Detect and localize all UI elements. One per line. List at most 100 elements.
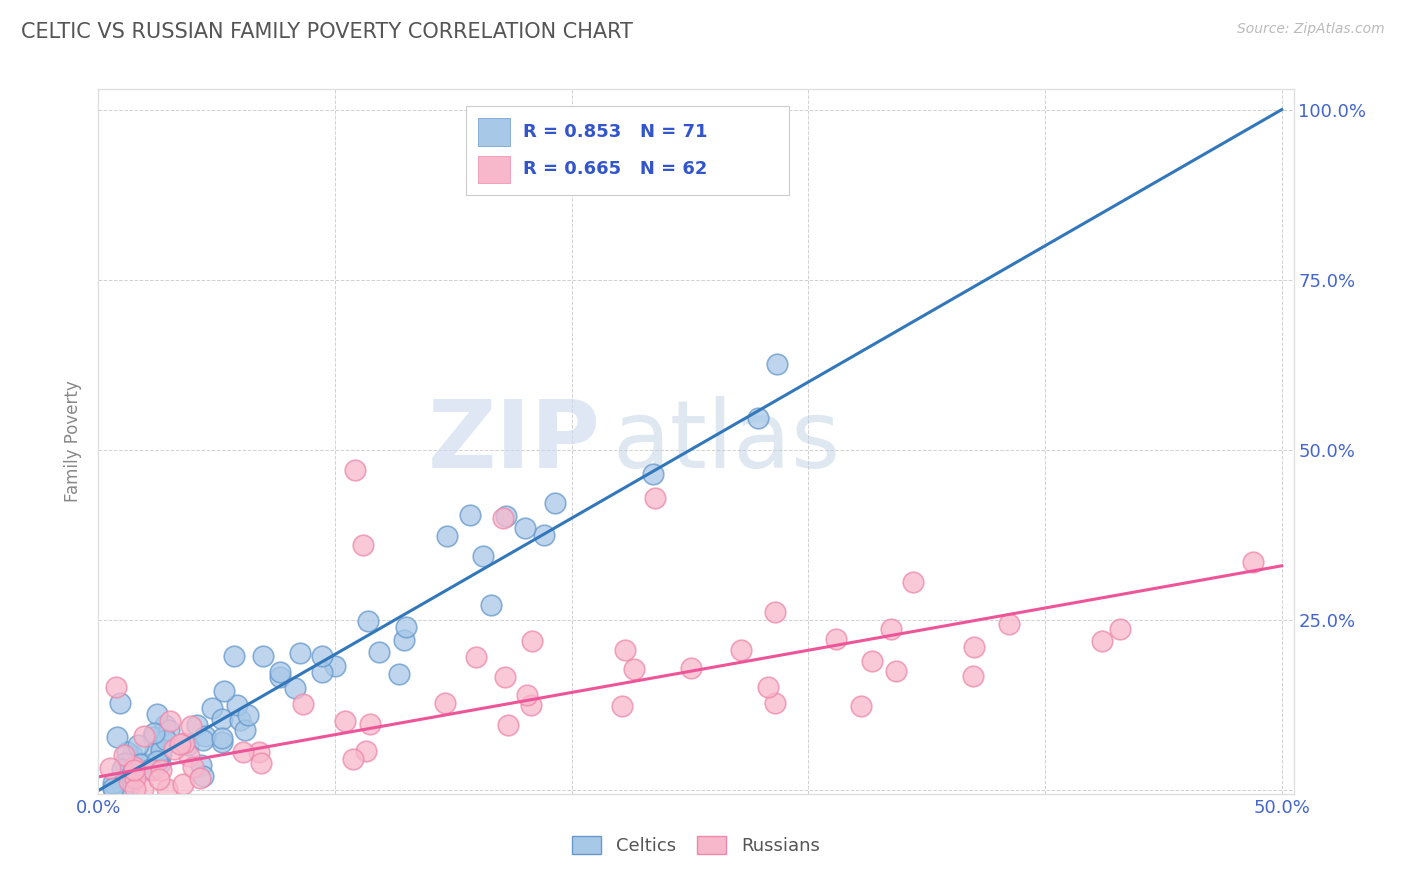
Point [150,747,173,761]
Point [747,411,769,425]
Point [124,782,146,797]
Point [997,616,1019,631]
Point [143,744,166,758]
Point [288,646,311,660]
Point [124,771,146,785]
Point [963,640,986,654]
Point [129,757,152,772]
Point [765,357,787,371]
Point [146,706,169,721]
Point [101,776,124,790]
Point [367,645,389,659]
Point [533,528,555,542]
Point [134,729,156,743]
Point [879,623,901,637]
Point [142,725,165,739]
Point [357,615,380,629]
Point [100,761,122,775]
Point [284,681,307,695]
Point [122,763,145,777]
Point [232,744,254,758]
Point [1241,555,1264,569]
Y-axis label: Family Poverty: Family Poverty [65,381,83,502]
Point [392,633,415,648]
Point [479,598,502,612]
Point [644,491,666,505]
Point [520,634,543,648]
Point [681,661,703,675]
Point [472,549,495,563]
Point [515,521,537,535]
Point [191,733,214,747]
Point [114,756,136,770]
Point [249,756,271,771]
Point [150,763,173,777]
Point [614,642,637,657]
Point [117,773,139,788]
Point [149,756,172,771]
Point [148,772,170,787]
Point [226,698,249,712]
Point [186,718,208,732]
Point [1109,622,1132,636]
Point [211,712,233,726]
Point [849,698,872,713]
Point [157,723,180,738]
Point [169,737,191,751]
Point [492,511,515,525]
Text: ZIP: ZIP [427,395,600,488]
Point [323,658,346,673]
Point [763,605,786,619]
Point [110,776,132,790]
Point [103,781,125,796]
Point [142,730,165,744]
Point [159,714,181,728]
Point [333,714,356,728]
Text: CELTIC VS RUSSIAN FAMILY POVERTY CORRELATION CHART: CELTIC VS RUSSIAN FAMILY POVERTY CORRELA… [21,22,633,42]
Point [104,680,127,694]
Point [139,763,162,777]
Point [194,730,217,744]
Point [342,752,364,766]
Point [730,642,752,657]
Point [177,748,200,763]
Point [1091,634,1114,648]
Point [516,688,538,702]
Point [496,717,519,731]
Point [962,669,984,683]
Point [127,738,149,752]
Point [520,698,543,712]
Point [146,753,169,767]
Point [146,754,169,768]
Point [494,670,516,684]
Point [188,771,211,785]
Point [181,760,204,774]
Point [193,769,215,783]
Point [117,781,139,796]
Point [224,648,246,663]
Point [212,683,235,698]
Point [352,538,374,552]
Text: Source: ZipAtlas.com: Source: ZipAtlas.com [1237,22,1385,37]
Point [354,744,377,758]
Point [233,723,256,738]
Point [180,719,202,733]
Point [886,664,908,678]
Point [177,738,200,752]
Point [291,698,314,712]
Point [121,767,143,781]
Point [101,781,124,796]
Point [247,745,270,759]
Point [115,781,138,796]
Point [465,649,488,664]
Point [436,529,458,543]
Point [495,508,517,523]
Point [190,758,212,772]
Legend: Celtics, Russians: Celtics, Russians [565,830,827,863]
Point [756,680,779,694]
Point [142,764,165,778]
Point [153,717,176,731]
Point [155,733,177,747]
Text: atlas: atlas [613,395,841,488]
Point [458,508,481,523]
